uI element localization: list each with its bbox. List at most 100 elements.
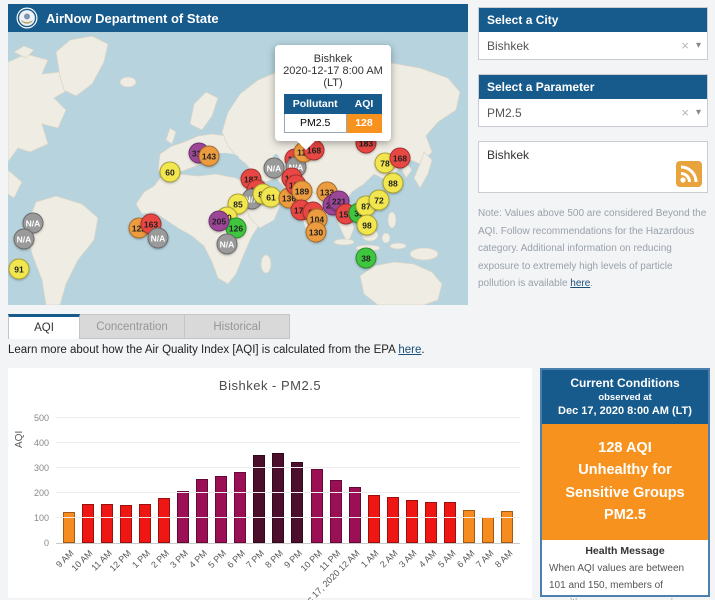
city-select-value: Bishkek <box>487 38 530 53</box>
aqi-marker[interactable]: 60 <box>159 161 181 183</box>
chevron-down-icon[interactable]: ▾ <box>695 40 701 51</box>
city-panel-title: Select a City <box>479 8 707 32</box>
x-tick-label: 4 PM <box>187 548 210 570</box>
x-tick-label: 7 AM <box>473 548 496 570</box>
aqi-marker[interactable]: 130 <box>305 221 327 243</box>
learn-more-line: Learn more about how the Air Quality Ind… <box>8 344 425 356</box>
aqi-world-map[interactable]: N/AN/A91122163N/A60310143N/A187134N/A856… <box>8 32 468 305</box>
chart-bar[interactable] <box>405 500 418 543</box>
chart-bar[interactable] <box>386 497 399 543</box>
chart-slot: 11 PM <box>318 419 345 573</box>
parameter-select[interactable]: PM2.5 × ▾ <box>479 99 707 126</box>
conditions-header: Current Conditions observed at Dec 17, 2… <box>542 370 708 424</box>
health-message-text: When AQI values are between 101 and 150,… <box>549 562 695 600</box>
aqi-marker[interactable]: N/A <box>263 157 285 179</box>
x-tick-label: 6 AM <box>454 548 477 570</box>
aqi-marker[interactable]: 91 <box>8 258 30 280</box>
aqi-marker[interactable]: 38 <box>355 247 377 269</box>
chart-bar[interactable] <box>425 502 438 543</box>
aqi-marker[interactable]: 168 <box>389 147 411 169</box>
tooltip-pollutant-header: Pollutant <box>283 94 347 114</box>
chart-slot: Dec 17, 2020 12 AM <box>297 419 364 600</box>
aqi-marker[interactable]: N/A <box>216 233 238 255</box>
health-message-title: Health Message <box>585 544 665 557</box>
chart-bar[interactable] <box>367 495 380 543</box>
clear-icon[interactable]: × <box>681 38 689 53</box>
city-select[interactable]: Bishkek × ▾ <box>479 32 707 59</box>
note-here-link[interactable]: here <box>570 278 591 289</box>
tab-aqi[interactable]: AQI <box>8 314 80 339</box>
gridline <box>56 442 520 443</box>
chart-bar[interactable] <box>234 472 247 543</box>
world-map-tiles <box>8 35 461 305</box>
tab-concentration[interactable]: Concentration <box>80 314 185 339</box>
chart-bar[interactable] <box>463 510 476 543</box>
x-tick-label: 1 AM <box>359 548 381 570</box>
aqi-marker[interactable]: N/A <box>147 227 169 249</box>
aqi-marker[interactable]: 88 <box>382 172 404 194</box>
chevron-down-icon[interactable]: ▾ <box>695 107 701 118</box>
chart-bar[interactable] <box>348 487 361 543</box>
conditions-aqi-banner: 128 AQI Unhealthy for Sensitive Groups P… <box>542 424 708 540</box>
chart-slot: 4 AM <box>417 419 440 570</box>
chart-bar[interactable] <box>157 498 170 543</box>
dos-seal-logo <box>16 7 38 29</box>
chart-slot: 3 AM <box>397 419 421 570</box>
parameter-select-value: PM2.5 <box>487 105 522 120</box>
aqi-marker[interactable]: N/A <box>13 228 35 250</box>
chart-bar[interactable] <box>81 504 94 543</box>
chart-bar[interactable] <box>253 455 266 543</box>
aqi-marker[interactable]: 98 <box>356 214 378 236</box>
x-tick-label: 4 AM <box>416 548 439 570</box>
learn-more-suffix: . <box>421 344 425 356</box>
chart-bar[interactable] <box>444 502 457 543</box>
aqi-marker[interactable]: 143 <box>198 145 220 167</box>
y-tick-label: 100 <box>33 513 49 523</box>
chart-slot: 9 AM <box>54 419 78 570</box>
chart-slot: 4 PM <box>187 419 212 570</box>
chart-bar[interactable] <box>196 479 209 543</box>
chart-bar[interactable] <box>482 517 495 543</box>
aqi-marker[interactable]: 72 <box>368 189 390 211</box>
rss-icon[interactable] <box>676 161 702 187</box>
chart-bars: 9 AM 10 AM 11 AM 12 PM 1 PM 2 PM 3 PM 4 PM 5 PM 6… <box>54 419 520 600</box>
current-conditions-panel: Current Conditions observed at Dec 17, 2… <box>540 368 710 600</box>
chart-slot: 6 AM <box>455 419 479 570</box>
chart-bar[interactable] <box>119 505 132 543</box>
sidebar: Select a City Bishkek × ▾ Select a Param… <box>478 7 708 293</box>
chart-title: Bishkek - PM2.5 <box>218 378 322 393</box>
conditions-datetime: Dec 17, 2020 8:00 AM (LT) <box>558 405 692 417</box>
chart-bar[interactable] <box>100 504 113 543</box>
chart-bar[interactable] <box>291 462 304 543</box>
chart-bar[interactable] <box>62 512 75 543</box>
chart-bar[interactable] <box>215 476 228 543</box>
rss-feed-box: Bishkek <box>478 141 708 193</box>
tab-historical[interactable]: Historical <box>185 314 290 339</box>
chart-slot: 7 PM <box>244 419 269 570</box>
aqi-marker[interactable]: 189 <box>291 180 313 202</box>
chart-slot: 8 AM <box>493 419 517 570</box>
clear-icon[interactable]: × <box>681 105 689 120</box>
learn-more-here-link[interactable]: here <box>398 344 422 356</box>
chart-bar[interactable] <box>310 469 323 543</box>
x-tick-label: 10 PM <box>298 548 324 574</box>
y-tick-label: 300 <box>33 463 49 473</box>
tooltip-city: Bishkek <box>313 53 353 65</box>
aqi-chart: Bishkek - PM2.5 9 AM 10 AM 11 AM 12 PM 1 PM 2… <box>8 368 532 600</box>
tooltip-aqi-header: AQI <box>345 94 383 114</box>
chart-slot: 2 AM <box>378 419 402 570</box>
chart-bar[interactable] <box>501 511 514 543</box>
x-tick-label: 1 PM <box>129 548 152 570</box>
chart-bar[interactable] <box>138 504 151 543</box>
y-tick-label: 200 <box>33 488 49 498</box>
x-tick-label: 8 PM <box>263 548 286 570</box>
chart-slot: 10 AM <box>70 419 97 573</box>
city-panel: Select a City Bishkek × ▾ <box>478 7 708 60</box>
page-title: AirNow Department of State <box>46 10 219 26</box>
chart-slot: 2 PM <box>149 419 173 570</box>
chart-bar[interactable] <box>329 480 342 543</box>
aqi-marker[interactable]: 205 <box>208 210 230 232</box>
chart-bar[interactable] <box>272 453 285 543</box>
note-suffix: . <box>590 278 594 289</box>
